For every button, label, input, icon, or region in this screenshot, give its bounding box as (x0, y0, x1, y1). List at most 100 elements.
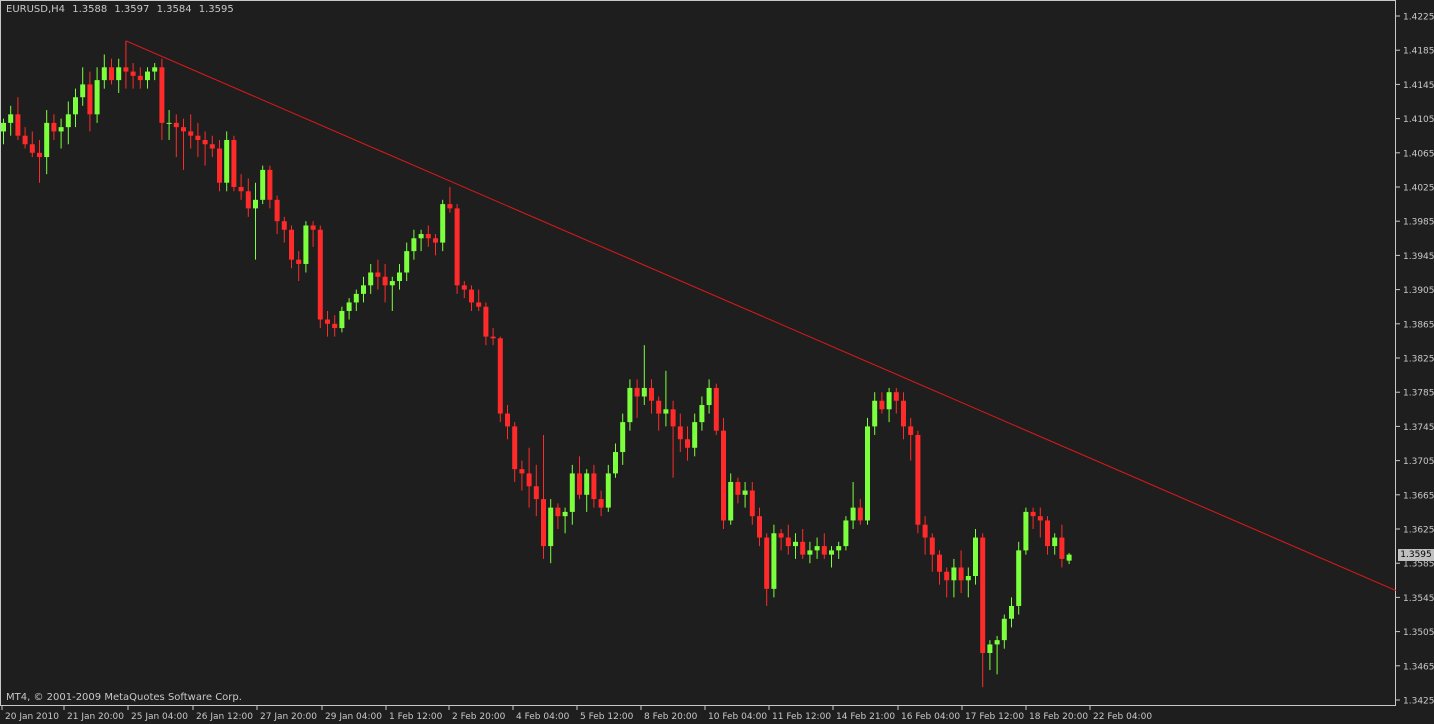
candle[interactable] (382, 263, 388, 303)
candle[interactable] (217, 139, 222, 192)
candle[interactable] (425, 225, 431, 247)
candle[interactable] (1045, 516, 1050, 555)
candle[interactable] (699, 396, 705, 431)
candle[interactable] (749, 481, 755, 525)
trendline[interactable] (125, 40, 1397, 592)
candle[interactable] (512, 422, 518, 482)
candle[interactable] (656, 396, 662, 431)
candle[interactable] (58, 118, 64, 149)
candle[interactable] (109, 58, 114, 85)
candle[interactable] (821, 533, 827, 559)
candle[interactable] (728, 473, 734, 525)
candle[interactable] (8, 105, 14, 136)
candle[interactable] (980, 533, 986, 688)
candle[interactable] (721, 417, 726, 529)
candle[interactable] (346, 298, 352, 320)
candle[interactable] (361, 276, 366, 303)
candle[interactable] (627, 379, 633, 431)
candle[interactable] (274, 195, 280, 235)
candle[interactable] (706, 379, 712, 414)
candle[interactable] (44, 110, 50, 175)
candle[interactable] (1059, 524, 1065, 568)
candle[interactable] (634, 379, 640, 418)
candle[interactable] (1030, 507, 1036, 529)
candle[interactable] (735, 477, 741, 504)
candle[interactable] (872, 392, 878, 435)
candle[interactable] (526, 447, 532, 508)
candle[interactable] (1052, 533, 1058, 555)
candle[interactable] (145, 67, 150, 89)
candle[interactable] (411, 229, 417, 260)
candle[interactable] (555, 503, 561, 529)
candle[interactable] (469, 285, 474, 311)
candle[interactable] (613, 443, 618, 478)
candle[interactable] (317, 225, 323, 329)
candle[interactable] (533, 464, 539, 517)
candle[interactable] (958, 550, 964, 594)
candle[interactable] (1016, 541, 1022, 615)
candle[interactable] (829, 546, 834, 568)
candle[interactable] (944, 567, 950, 598)
candle[interactable] (461, 281, 467, 299)
candle[interactable] (245, 178, 251, 217)
candle[interactable] (562, 507, 568, 534)
candle[interactable] (1023, 507, 1029, 555)
candle[interactable] (152, 63, 158, 81)
candle[interactable] (764, 533, 770, 606)
candle[interactable] (238, 174, 244, 200)
candle[interactable] (1001, 614, 1007, 649)
candle[interactable] (541, 434, 546, 559)
candle[interactable] (857, 499, 863, 525)
candle[interactable] (159, 58, 165, 140)
candle[interactable] (915, 430, 921, 534)
candle[interactable] (101, 54, 107, 89)
candle[interactable] (80, 67, 86, 106)
candle[interactable] (483, 302, 489, 346)
candle[interactable] (231, 135, 237, 192)
candle[interactable] (123, 40, 129, 89)
candle[interactable] (901, 392, 906, 440)
candle[interactable] (584, 469, 590, 512)
candle[interactable] (771, 524, 777, 598)
candle[interactable] (433, 234, 438, 256)
candle[interactable] (937, 550, 942, 585)
candle[interactable] (598, 490, 604, 517)
candle[interactable] (447, 187, 453, 213)
candle[interactable] (353, 289, 359, 311)
candle[interactable] (670, 400, 676, 478)
price-axis[interactable]: 1.4225 1.4185 1.4145 1.4105 1.4065 1.4025 1.39… (1396, 13, 1434, 707)
candle[interactable] (375, 259, 381, 290)
candle[interactable] (929, 533, 935, 572)
candle[interactable] (757, 507, 762, 547)
candle[interactable] (209, 135, 215, 158)
candle[interactable] (951, 558, 957, 598)
candle[interactable] (267, 165, 273, 209)
candle[interactable] (548, 499, 554, 564)
candle[interactable] (368, 263, 374, 294)
candle[interactable] (1, 118, 6, 145)
candle[interactable] (814, 537, 820, 559)
candle[interactable] (476, 289, 482, 311)
candle[interactable] (440, 199, 446, 252)
candle[interactable] (339, 306, 345, 333)
candle[interactable] (1037, 507, 1043, 538)
candle[interactable] (65, 101, 71, 145)
candle[interactable] (325, 310, 330, 337)
candle[interactable] (166, 110, 172, 140)
candle[interactable] (332, 315, 338, 337)
candle[interactable] (404, 242, 410, 282)
candle[interactable] (389, 276, 395, 311)
candle[interactable] (303, 221, 309, 273)
candle[interactable] (793, 533, 798, 559)
candle[interactable] (620, 413, 626, 465)
candle[interactable] (994, 635, 1000, 675)
candle[interactable] (886, 387, 892, 423)
candle[interactable] (188, 114, 194, 149)
candle[interactable] (15, 97, 21, 140)
candle[interactable] (22, 127, 28, 149)
candle[interactable] (310, 221, 316, 247)
candle[interactable] (692, 413, 698, 457)
candle[interactable] (181, 118, 186, 170)
candle[interactable] (973, 529, 978, 585)
candle[interactable] (836, 541, 842, 559)
